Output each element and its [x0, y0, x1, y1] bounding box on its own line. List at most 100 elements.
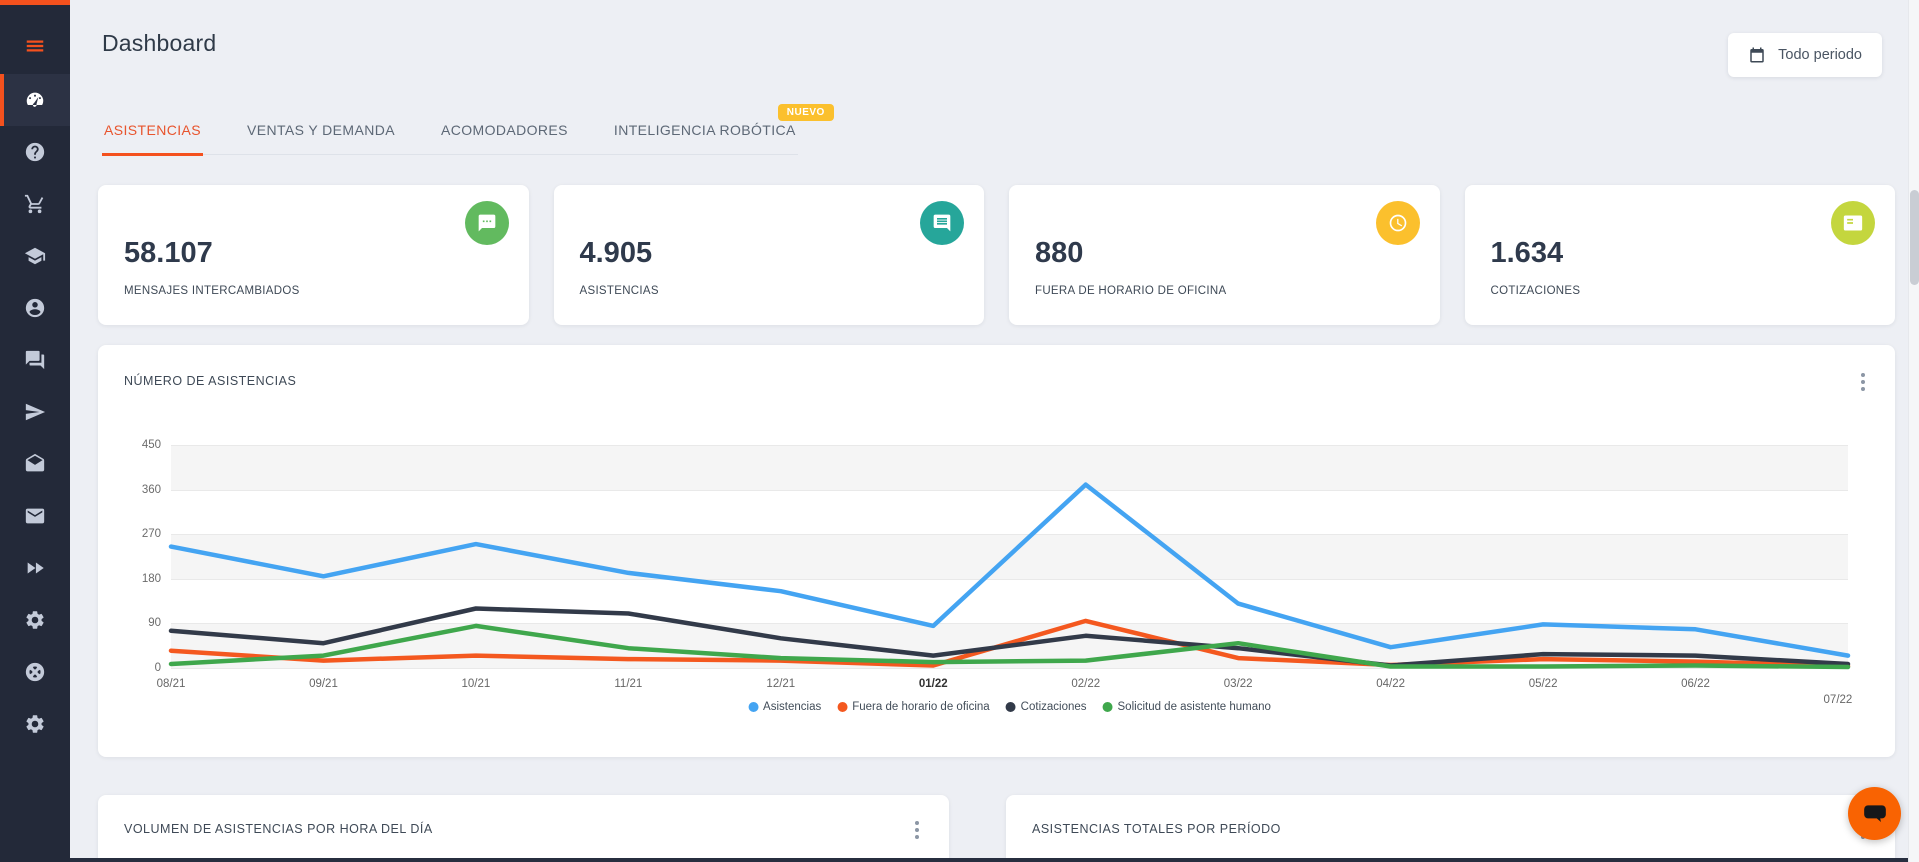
x-axis-tick: 02/22 — [1071, 678, 1101, 690]
card-asistencias-por-periodo: ASISTENCIAS TOTALES POR PERÍODO — [1006, 795, 1895, 862]
x-axis-tick: 04/22 — [1376, 678, 1406, 690]
legend-item[interactable]: Cotizaciones — [1005, 701, 1087, 713]
legend-item[interactable]: Fuera de horario de oficina — [837, 701, 990, 713]
gridline — [171, 534, 1848, 536]
period-filter-button[interactable]: Todo periodo — [1728, 33, 1882, 77]
x-axis-tick: 05/22 — [1528, 678, 1558, 690]
x-axis-tick: 09/21 — [309, 678, 338, 690]
comment-icon — [920, 201, 964, 245]
gridline — [171, 445, 1848, 446]
gridline — [171, 489, 1848, 491]
chat-launcher-button[interactable] — [1848, 787, 1901, 840]
tab-asistencias[interactable]: ASISTENCIAS — [102, 116, 203, 156]
bottom-divider — [70, 858, 1919, 862]
legend-item[interactable]: Solicitud de asistente humano — [1102, 701, 1271, 713]
stat-card-cotizaciones: 1.634 COTIZACIONES — [1464, 185, 1895, 325]
sidebar-item-dashboard[interactable] — [0, 74, 70, 126]
sidebar-item-settings[interactable] — [0, 594, 70, 646]
sidebar-item-automations[interactable] — [0, 542, 70, 594]
sidebar-item-inbox[interactable] — [0, 438, 70, 490]
tab-acomodadores[interactable]: ACOMODADORES — [440, 122, 568, 138]
stat-card-asistencias: 4.905 ASISTENCIAS — [553, 185, 984, 325]
stats-row: 58.107 MENSAJES INTERCAMBIADOS 4.905 ASI… — [98, 185, 1895, 325]
card-title: VOLUMEN DE ASISTENCIAS POR HORA DEL DÍA — [124, 822, 433, 836]
main-content: Dashboard Todo periodo ASISTENCIAS VENTA… — [70, 0, 1908, 862]
sidebar-item-mail[interactable] — [0, 490, 70, 542]
tab-inteligencia-robotica-label: INTELIGENCIA ROBÓTICA — [613, 122, 796, 138]
chat-icon — [464, 201, 509, 245]
send-icon — [25, 403, 46, 421]
tab-ventas-y-demanda[interactable]: VENTAS Y DEMANDA — [246, 122, 395, 138]
kebab-menu-icon[interactable] — [1853, 371, 1873, 393]
scrollbar-thumb[interactable] — [1910, 190, 1919, 285]
series-asistencias — [168, 482, 1851, 658]
sidebar-item-account[interactable] — [0, 282, 70, 334]
y-axis-tick: 90 — [148, 617, 161, 630]
line-chart: 0 90 180 270 360 450 08/21 09/21 10/21 11/21 12/21… — [142, 439, 1853, 713]
gridline — [171, 668, 1848, 669]
menu-toggle-button[interactable] — [0, 20, 70, 72]
vertical-scrollbar[interactable] — [1908, 0, 1919, 862]
chart-legend: Asistencias Fuera de horario de oficina Co… — [748, 701, 1271, 713]
gridline — [171, 623, 1848, 625]
sidebar-item-academy[interactable] — [0, 230, 70, 282]
sidebar-item-conversations[interactable] — [0, 334, 70, 386]
stat-value: 880 — [1035, 237, 1084, 269]
shopping-cart-icon — [24, 194, 44, 214]
y-axis-tick: 360 — [141, 483, 161, 496]
sidebar-item-campaigns[interactable] — [0, 386, 70, 438]
lifebuoy-icon — [25, 662, 45, 682]
y-axis-tick: 270 — [141, 528, 161, 541]
speedometer-icon — [26, 92, 44, 107]
sidebar-accent-strip — [0, 0, 70, 5]
stat-card-fuera-horario: 880 FUERA DE HORARIO DE OFICINA — [1009, 185, 1440, 325]
legend-label: Cotizaciones — [1020, 701, 1087, 713]
sidebar-item-preferences[interactable] — [0, 698, 70, 750]
graduation-cap-icon — [24, 247, 46, 265]
legend-label: Solicitud de asistente humano — [1117, 701, 1271, 713]
legend-dot-icon — [1005, 702, 1016, 712]
help-icon — [25, 142, 45, 162]
legend-item[interactable]: Asistencias — [748, 701, 821, 713]
chart-series-svg — [168, 482, 1851, 670]
y-axis-tick: 0 — [154, 662, 161, 674]
x-axis-tick: 10/21 — [461, 678, 491, 690]
legend-dot-icon — [748, 702, 759, 712]
stat-value: 1.634 — [1490, 237, 1564, 269]
chart-band — [171, 445, 1848, 490]
series-cotizaciones — [168, 606, 1851, 668]
series-solicitud-de-asistente-humano — [168, 623, 1851, 670]
stat-label: ASISTENCIAS — [579, 285, 659, 297]
double-arrow-icon — [27, 562, 44, 574]
account-icon — [25, 298, 45, 318]
sidebar-item-shop[interactable] — [0, 178, 70, 230]
x-axis-tick: 12/21 — [766, 678, 796, 690]
x-axis-tick: 01/22 — [918, 678, 948, 690]
sidebar — [0, 0, 70, 862]
chat-bubble-icon — [1863, 804, 1886, 822]
stat-value: 58.107 — [124, 237, 213, 269]
legend-dot-icon — [837, 702, 848, 712]
sidebar-item-support[interactable] — [0, 646, 70, 698]
period-filter-label: Todo periodo — [1778, 47, 1862, 63]
legend-label: Fuera de horario de oficina — [852, 701, 990, 713]
stat-label: MENSAJES INTERCAMBIADOS — [124, 285, 300, 297]
sidebar-item-help[interactable] — [0, 126, 70, 178]
legend-dot-icon — [1102, 702, 1113, 712]
stat-value: 4.905 — [579, 237, 653, 269]
stat-label: FUERA DE HORARIO DE OFICINA — [1035, 285, 1227, 297]
series-fuera-de-horario-de-oficina — [168, 618, 1851, 669]
stat-label: COTIZACIONES — [1490, 285, 1581, 297]
x-axis-tick: 11/21 — [614, 678, 643, 690]
nuevo-badge: NUEVO — [777, 104, 834, 121]
card-title: ASISTENCIAS TOTALES POR PERÍODO — [1032, 822, 1281, 836]
card-volumen-por-hora: VOLUMEN DE ASISTENCIAS POR HORA DEL DÍA — [98, 795, 949, 862]
tab-inteligencia-robotica[interactable]: INTELIGENCIA ROBÓTICA NUEVO — [612, 104, 834, 154]
y-axis-tick: 450 — [141, 439, 161, 451]
forum-icon — [25, 350, 45, 370]
hamburger-icon — [26, 40, 44, 52]
kebab-menu-icon[interactable] — [907, 819, 927, 841]
mail-icon — [25, 508, 45, 524]
stat-card-mensajes: 58.107 MENSAJES INTERCAMBIADOS — [98, 185, 529, 325]
x-axis-tick: 03/22 — [1223, 678, 1253, 690]
